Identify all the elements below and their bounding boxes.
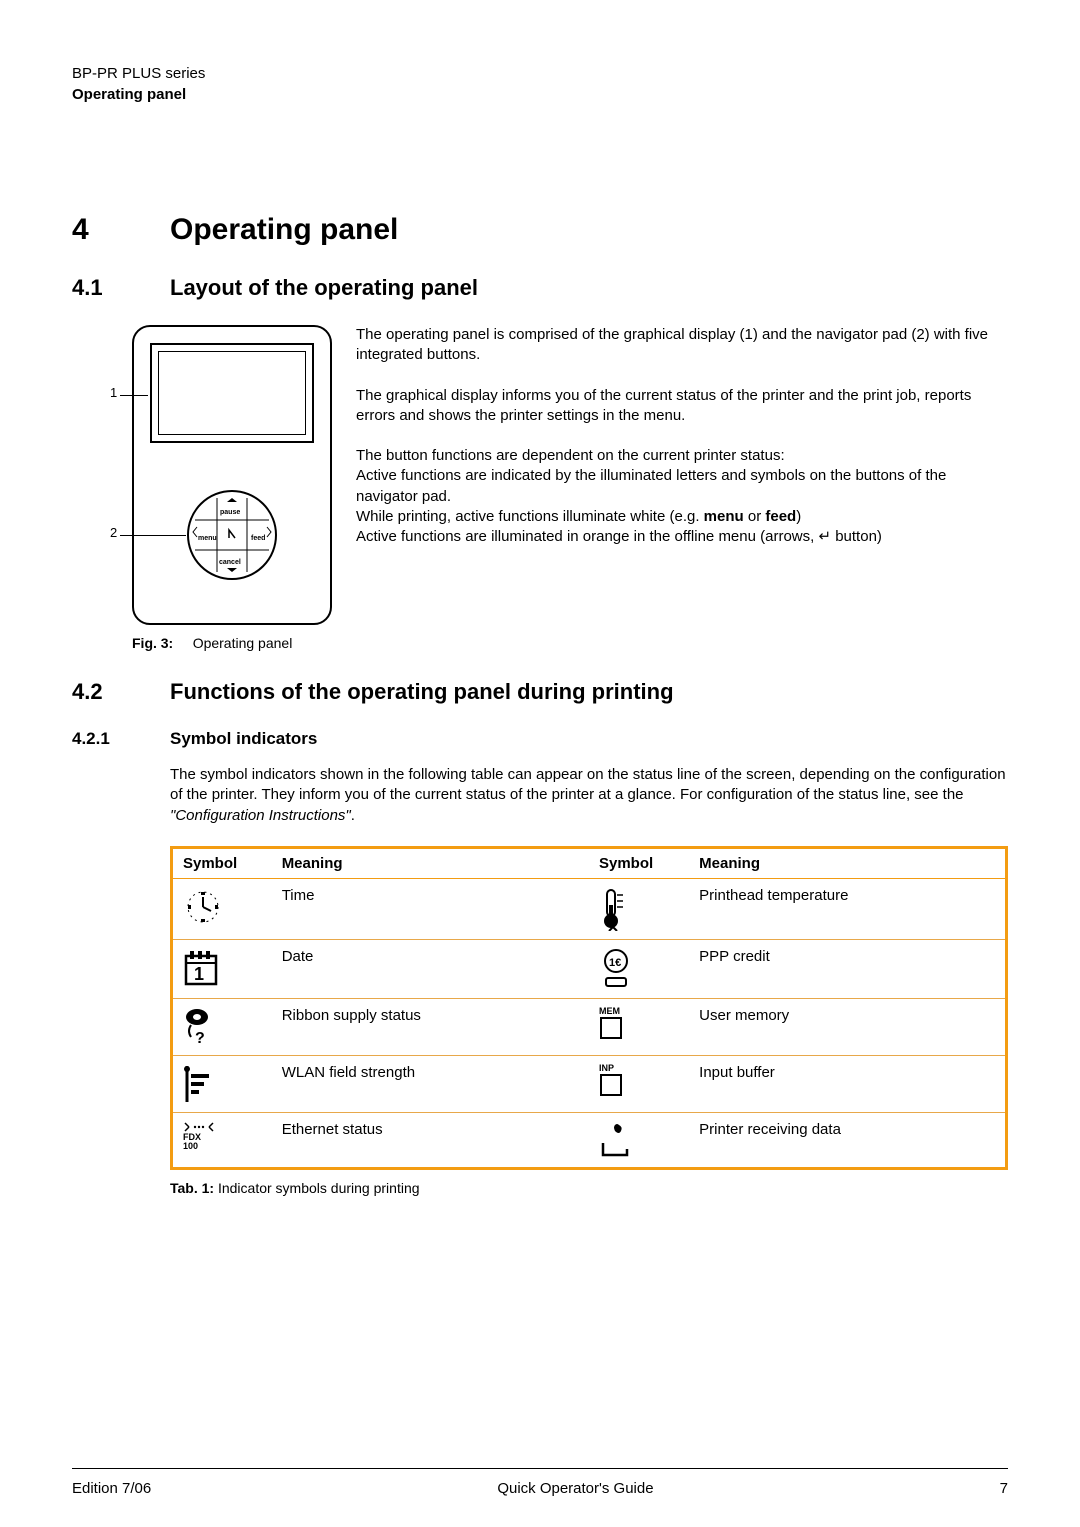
intro-italic: "Configuration Instructions" [170, 807, 351, 824]
table-header-row: Symbol Meaning Symbol Meaning [172, 847, 1007, 878]
paragraph-1: The operating panel is comprised of the … [356, 325, 1008, 366]
footer-right: 7 [1000, 1480, 1008, 1497]
callout-1: 1 [110, 385, 117, 400]
intro-paragraph: The symbol indicators shown in the follo… [170, 765, 1008, 826]
meaning-ribbon: Ribbon supply status [272, 998, 589, 1055]
section-4-2-heading: 4.2 Functions of the operating panel dur… [72, 679, 1008, 705]
wlan-icon [172, 1055, 272, 1112]
meaning-date: Date [272, 939, 589, 998]
table-caption-label: Tab. 1: [170, 1180, 214, 1196]
figure-caption: Fig. 3: Operating panel [132, 635, 332, 651]
meaning-receiving-data: Printer receiving data [689, 1112, 1006, 1168]
meaning-temperature: Printhead temperature [689, 878, 1006, 939]
section-4-1-heading: 4.1 Layout of the operating panel [72, 275, 1008, 301]
temperature-icon [589, 878, 689, 939]
chapter-number: 4 [72, 213, 170, 247]
svg-text:1: 1 [194, 964, 204, 984]
chapter-title: Operating panel [170, 213, 398, 247]
subsection-4-2-1-heading: 4.2.1 Symbol indicators [72, 729, 1008, 749]
pad-pause-label: pause [220, 509, 240, 516]
svg-text:?: ? [195, 1030, 205, 1047]
page-header: BP-PR PLUS series Operating panel [72, 65, 1008, 103]
ethernet-icon: FDX 100 [172, 1112, 272, 1168]
date-icon: 1 [172, 939, 272, 998]
section-number: 4.2 [72, 679, 170, 705]
subsection-number: 4.2.1 [72, 729, 170, 749]
th-symbol-1: Symbol [172, 847, 272, 878]
para3-line4: Active functions are illuminated in oran… [356, 528, 882, 545]
pad-cancel-label: cancel [219, 559, 241, 566]
inp-label: INP [599, 1064, 679, 1073]
footer-left: Edition 7/06 [72, 1480, 151, 1497]
callout-2: 2 [110, 525, 117, 540]
table-caption-text: Indicator symbols during printing [214, 1180, 419, 1196]
page-footer: Edition 7/06 Quick Operator's Guide 7 [72, 1480, 1008, 1497]
th-meaning-2: Meaning [689, 847, 1006, 878]
footer-rule [72, 1468, 1008, 1469]
ribbon-icon: ? [172, 998, 272, 1055]
ppp-credit-icon: 1€ [589, 939, 689, 998]
svg-text:1€: 1€ [609, 957, 621, 969]
table-row: Time Printhead temperature [172, 878, 1007, 939]
table-caption: Tab. 1: Indicator symbols during printin… [170, 1180, 1008, 1196]
receiving-data-icon [589, 1112, 689, 1168]
operating-panel-figure: pause menu feed cancel 1 2 [132, 325, 332, 625]
user-memory-icon: MEM [589, 998, 689, 1055]
chapter-heading: 4 Operating panel [72, 213, 1008, 247]
table-row: FDX 100 Ethernet status Printer receivin… [172, 1112, 1007, 1168]
subsection-title: Symbol indicators [170, 729, 317, 749]
th-meaning-1: Meaning [272, 847, 589, 878]
pad-feed-label: feed [251, 535, 265, 542]
meaning-ppp-credit: PPP credit [689, 939, 1006, 998]
para3-mid: or [744, 508, 766, 525]
table-row: 1 Date 1€ PPP credit [172, 939, 1007, 998]
eth-100: 100 [183, 1142, 262, 1151]
paragraph-2: The graphical display informs you of the… [356, 386, 1008, 427]
para3-line1: The button functions are dependent on th… [356, 447, 785, 464]
meaning-user-memory: User memory [689, 998, 1006, 1055]
figure-label: Fig. 3: [132, 635, 173, 651]
meaning-time: Time [272, 878, 589, 939]
paragraph-3: The button functions are dependent on th… [356, 446, 1008, 547]
pad-menu-label: menu [198, 535, 217, 542]
symbol-table-wrapper: Symbol Meaning Symbol Meaning [170, 846, 1008, 1196]
symbol-indicators-table: Symbol Meaning Symbol Meaning [170, 846, 1008, 1170]
text-column: The operating panel is comprised of the … [356, 325, 1008, 651]
footer-center: Quick Operator's Guide [497, 1480, 653, 1497]
section-title: Functions of the operating panel during … [170, 679, 674, 705]
para3-line2: Active functions are indicated by the il… [356, 467, 946, 504]
table-row: ? Ribbon supply status MEM User memory [172, 998, 1007, 1055]
input-buffer-icon: INP [589, 1055, 689, 1112]
para3-post: ) [796, 508, 801, 525]
figure-caption-text: Operating panel [193, 635, 293, 651]
figure-column: pause menu feed cancel 1 2 Fig. 3: Opera… [72, 325, 332, 651]
para3-menu: menu [704, 508, 744, 525]
meaning-ethernet: Ethernet status [272, 1112, 589, 1168]
time-icon [172, 878, 272, 939]
series-line: BP-PR PLUS series [72, 65, 1008, 82]
section-number: 4.1 [72, 275, 170, 301]
intro-c: . [351, 807, 355, 824]
para3-feed: feed [765, 508, 796, 525]
intro-a: The symbol indicators shown in the follo… [170, 766, 1006, 803]
para3-line3a: While printing, active functions illumin… [356, 508, 704, 525]
section-title: Layout of the operating panel [170, 275, 478, 301]
figure-and-text-row: pause menu feed cancel 1 2 Fig. 3: Opera… [72, 325, 1008, 651]
section-name: Operating panel [72, 86, 1008, 103]
meaning-input-buffer: Input buffer [689, 1055, 1006, 1112]
mem-label: MEM [599, 1007, 679, 1016]
meaning-wlan: WLAN field strength [272, 1055, 589, 1112]
th-symbol-2: Symbol [589, 847, 689, 878]
table-row: WLAN field strength INP Input buffer [172, 1055, 1007, 1112]
